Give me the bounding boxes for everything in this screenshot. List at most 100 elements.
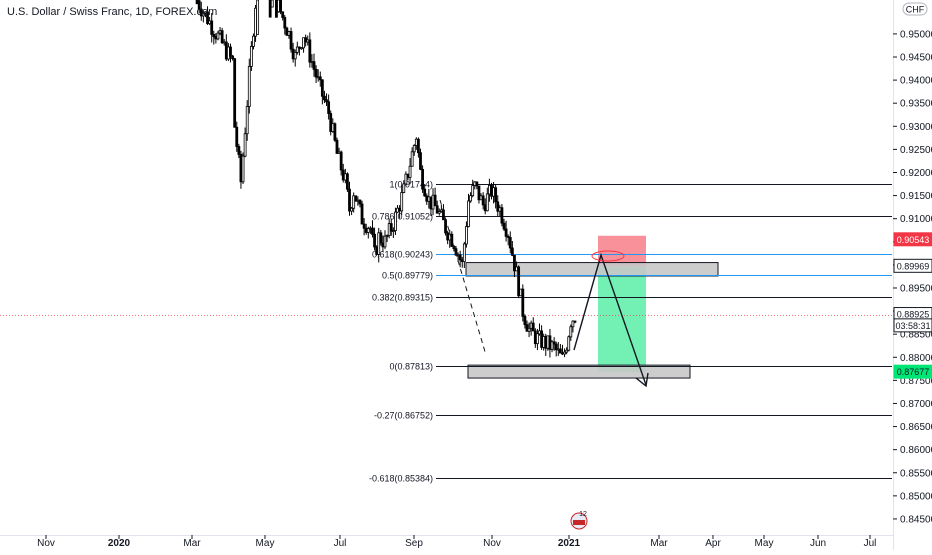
fib-level-label: 0(0.87813) xyxy=(389,362,433,372)
x-tick-label: Sep xyxy=(405,538,423,549)
candle-body xyxy=(400,192,404,212)
candle-body xyxy=(433,194,437,207)
currency-label: CHF xyxy=(906,5,925,15)
candle-body xyxy=(256,0,260,35)
candle-body xyxy=(333,123,337,141)
candle-body xyxy=(293,51,297,60)
candle-body xyxy=(513,254,516,272)
candle-body xyxy=(508,237,512,249)
candle-body xyxy=(233,58,237,128)
candle-body xyxy=(550,341,554,350)
x-tick-label: 2020 xyxy=(108,538,131,549)
candle-body xyxy=(325,99,328,103)
candle-body xyxy=(523,315,527,326)
x-tick-label: Nov xyxy=(37,538,55,549)
candle-body xyxy=(252,35,255,47)
candle-body xyxy=(371,227,374,235)
candle-body xyxy=(358,199,362,205)
fibonacci-layer: 1(0.91744) 0.786(0.91052) 0.618(0.90243) 0.… xyxy=(0,180,892,484)
support-zone xyxy=(467,364,691,379)
candle-body xyxy=(510,247,514,256)
candle-body xyxy=(504,228,508,237)
candle-body xyxy=(554,343,558,351)
highlight-ellipse xyxy=(591,250,625,262)
candle-body xyxy=(339,151,343,171)
price-badge xyxy=(893,318,932,333)
candle-body xyxy=(237,146,241,155)
candle-body xyxy=(437,211,441,214)
candle-body xyxy=(569,326,573,338)
candle-body xyxy=(536,333,539,345)
candle-body xyxy=(302,37,305,49)
candle-body xyxy=(350,207,353,212)
candles-layer xyxy=(195,0,577,358)
flag-icon-stripe xyxy=(573,520,585,525)
candle-body xyxy=(467,200,470,227)
candle-body xyxy=(521,288,525,317)
candle-body xyxy=(477,185,481,201)
x-tick-label: Apr xyxy=(705,538,721,549)
x-tick-label: Mar xyxy=(650,538,668,549)
candle-body xyxy=(197,0,201,10)
candle-body xyxy=(567,336,571,351)
price-badge-label: 0.88925 xyxy=(897,310,930,320)
candle-body xyxy=(235,126,239,147)
candle-body xyxy=(268,0,272,18)
candle-body xyxy=(346,173,349,190)
candle-body xyxy=(216,32,220,40)
candle-body xyxy=(527,327,531,332)
candle-body xyxy=(469,195,473,202)
candle-body xyxy=(419,152,422,170)
candle-body xyxy=(517,266,521,297)
candle-body xyxy=(323,95,326,101)
candle-body xyxy=(465,226,468,245)
candle-body xyxy=(281,11,285,18)
candle-body xyxy=(500,207,504,224)
candle-body xyxy=(435,205,439,214)
projection-arrowhead xyxy=(635,372,649,388)
candle-body xyxy=(552,341,556,345)
candle-body xyxy=(243,133,247,157)
candle-body xyxy=(506,235,510,238)
event-badge-count: 12 xyxy=(579,511,587,518)
candle-body xyxy=(314,68,318,78)
price-badge xyxy=(893,364,932,379)
price-badge-label: 0.90543 xyxy=(897,235,930,245)
candle-body xyxy=(563,351,566,355)
candle-body xyxy=(531,322,535,332)
candle-body xyxy=(212,34,216,38)
fib-level-label: -0.618(0.85384) xyxy=(369,474,433,484)
candle-body xyxy=(383,235,387,248)
candle-body xyxy=(352,195,356,209)
candle-body xyxy=(404,173,408,185)
candle-body xyxy=(283,17,287,29)
candle-body xyxy=(312,61,316,70)
drawings-layer xyxy=(439,199,649,388)
candle-body xyxy=(249,46,253,67)
x-tick-label: Mar xyxy=(183,538,201,549)
candle-body xyxy=(377,232,381,255)
candle-body xyxy=(231,55,234,60)
candle-body xyxy=(362,223,366,229)
x-tick-label: May xyxy=(755,538,774,549)
candle-body xyxy=(327,101,331,114)
candle-body xyxy=(571,320,575,328)
currency-pill xyxy=(902,2,928,16)
fib-level-label: 0.786(0.91052) xyxy=(372,212,433,222)
projection-path xyxy=(573,252,647,386)
candle-body xyxy=(565,349,569,353)
candle-body xyxy=(318,76,322,81)
